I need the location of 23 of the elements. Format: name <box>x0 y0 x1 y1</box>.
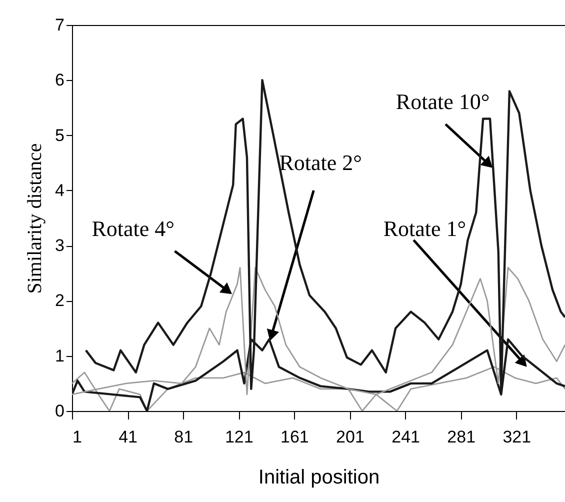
y-tick-label: 4 <box>55 180 64 200</box>
x-tick-label: 81 <box>174 428 194 446</box>
annotation: Rotate 4° <box>92 216 174 242</box>
y-tick-label: 1 <box>55 346 64 366</box>
annotation: Rotate 10° <box>396 89 490 114</box>
x-tick-label: 281 <box>447 428 476 446</box>
y-tick-label: 5 <box>55 126 64 145</box>
x-axis-title: Initial position <box>258 466 380 488</box>
y-tick-label: 0 <box>55 402 64 420</box>
y-tick-label: 2 <box>55 291 64 310</box>
x-tick-label: 321 <box>502 428 532 446</box>
x-tick-label: 241 <box>392 428 420 446</box>
y-tick-label: 6 <box>55 70 64 90</box>
x-tick-label: 41 <box>118 428 138 446</box>
y-tick-label: 3 <box>55 236 64 256</box>
y-tick-label: 7 <box>55 16 64 34</box>
x-tick-label: 1 <box>72 428 82 446</box>
x-tick-label: 201 <box>336 428 364 446</box>
annotation: Rotate 2° <box>279 150 362 175</box>
annotation: Rotate 1° <box>383 216 466 242</box>
y-axis-title: Similarity distance <box>24 143 46 294</box>
x-tick-label: 161 <box>280 428 309 446</box>
x-tick-label: 121 <box>224 428 254 446</box>
